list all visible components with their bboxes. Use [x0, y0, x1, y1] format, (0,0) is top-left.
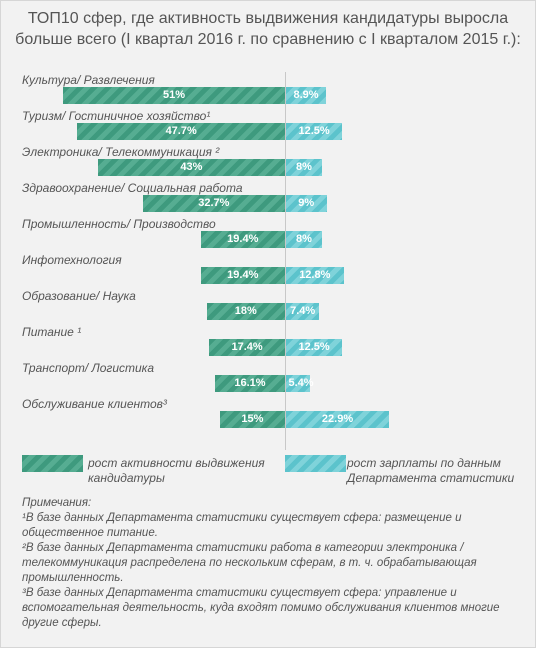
bar-left-value-label: 18% — [234, 305, 257, 317]
bar-right-value-label: 9% — [298, 197, 315, 209]
category-label: Электроника/ Телекоммуникация ² — [22, 145, 220, 159]
category-label: Транспорт/ Логистика — [22, 361, 154, 375]
bar-left — [97, 159, 285, 176]
bar-right — [286, 159, 322, 176]
bar-left-value-label: 43% — [180, 161, 203, 173]
bar-right-value-label: 22.9% — [321, 413, 354, 425]
category-label: Инфотехнология — [22, 253, 122, 267]
bar-right-value-label: 12.5% — [298, 341, 330, 353]
legend-label-right: рост зарплаты по данным Департамента ста… — [347, 456, 515, 485]
bar-left — [142, 195, 285, 212]
center-axis — [285, 72, 286, 450]
bar-right-value-label: 8% — [296, 233, 312, 245]
bar-right — [286, 339, 343, 356]
category-label: Питание ¹ — [22, 325, 82, 339]
bar-left-value-label: 19.4% — [227, 233, 259, 245]
note-1: ¹В базе данных Департамента статистики с… — [22, 512, 462, 539]
bar-right — [286, 195, 327, 212]
category-label: Промышленность/ Производство — [22, 217, 216, 231]
notes-heading: Примечания: — [22, 497, 92, 509]
bar-left — [214, 375, 285, 392]
bar-right-value-label: 12.5% — [298, 125, 330, 137]
category-label: Туризм/ Гостиничное хозяйство¹ — [22, 109, 211, 123]
bar-left — [77, 123, 285, 140]
bar-left-value-label: 51% — [162, 89, 186, 101]
bar-left — [200, 267, 285, 284]
bar-left-value-label: 16.1% — [234, 377, 266, 389]
bar-right-value-label: 7.4% — [290, 305, 316, 317]
bar-right-value-label: 8% — [296, 161, 312, 173]
legend-swatch-right — [285, 455, 346, 472]
bar-left-value-label: 47.7% — [165, 125, 197, 137]
bar-right-value-label: 12.8% — [299, 269, 331, 281]
bar-right-value-label: 5.4% — [288, 377, 314, 389]
bar-left-value-label: 17.4% — [231, 341, 263, 353]
category-label: Культура/ Развлечения — [22, 73, 155, 87]
bar-left-value-label: 15% — [241, 413, 264, 425]
bar-right — [286, 231, 322, 248]
bar-left — [206, 303, 285, 320]
notes: Примечания: ¹В базе данных Департамента … — [22, 496, 522, 631]
bar-left — [63, 87, 285, 104]
bar-right — [286, 303, 320, 320]
chart-title: ТОП10 сфер, где активность выдвижения ка… — [15, 10, 521, 48]
bar-left-value-label: 32.7% — [198, 197, 230, 209]
bar-right — [286, 87, 327, 104]
bar-right — [286, 375, 311, 392]
bar-left-value-label: 19.4% — [227, 269, 259, 281]
category-label: Здравоохранение/ Социальная работа — [22, 181, 243, 195]
legend-label-left: рост активности выдвижения кандидатуры — [88, 456, 265, 485]
legend-swatch-left — [22, 455, 83, 472]
note-3: ³В базе данных Департамента статистики с… — [22, 587, 500, 629]
note-2: ²В базе данных Департамента статистики р… — [22, 542, 477, 584]
category-label: Образование/ Наука — [22, 289, 136, 303]
bar-left — [209, 339, 285, 356]
bar-right — [286, 411, 390, 428]
bar-left — [200, 231, 285, 248]
category-label: Обслуживание клиентов³ — [22, 397, 167, 411]
bar-right — [286, 123, 343, 140]
bar-left — [219, 411, 285, 428]
bar-right — [286, 267, 344, 284]
bar-right-value-label: 8.9% — [293, 89, 319, 101]
